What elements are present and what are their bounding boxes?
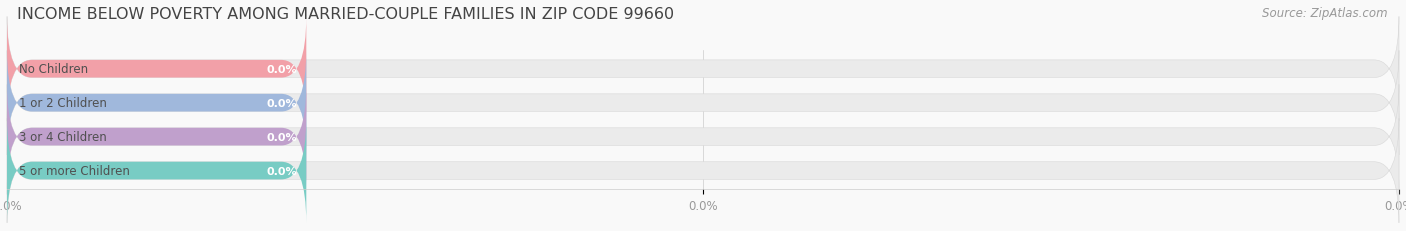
Text: 5 or more Children: 5 or more Children <box>20 164 129 177</box>
Text: 3 or 4 Children: 3 or 4 Children <box>20 131 107 143</box>
Text: Source: ZipAtlas.com: Source: ZipAtlas.com <box>1263 7 1388 20</box>
Text: 0.0%: 0.0% <box>267 64 297 74</box>
FancyBboxPatch shape <box>7 51 1399 155</box>
FancyBboxPatch shape <box>7 17 1399 122</box>
Text: 1 or 2 Children: 1 or 2 Children <box>20 97 107 110</box>
Text: INCOME BELOW POVERTY AMONG MARRIED-COUPLE FAMILIES IN ZIP CODE 99660: INCOME BELOW POVERTY AMONG MARRIED-COUPL… <box>17 7 673 22</box>
Text: No Children: No Children <box>20 63 89 76</box>
FancyBboxPatch shape <box>7 51 307 155</box>
Text: 0.0%: 0.0% <box>267 166 297 176</box>
FancyBboxPatch shape <box>7 85 307 189</box>
FancyBboxPatch shape <box>7 85 1399 189</box>
Text: 0.0%: 0.0% <box>267 98 297 108</box>
FancyBboxPatch shape <box>7 119 1399 223</box>
Text: 0.0%: 0.0% <box>267 132 297 142</box>
FancyBboxPatch shape <box>7 17 307 122</box>
FancyBboxPatch shape <box>7 119 307 223</box>
